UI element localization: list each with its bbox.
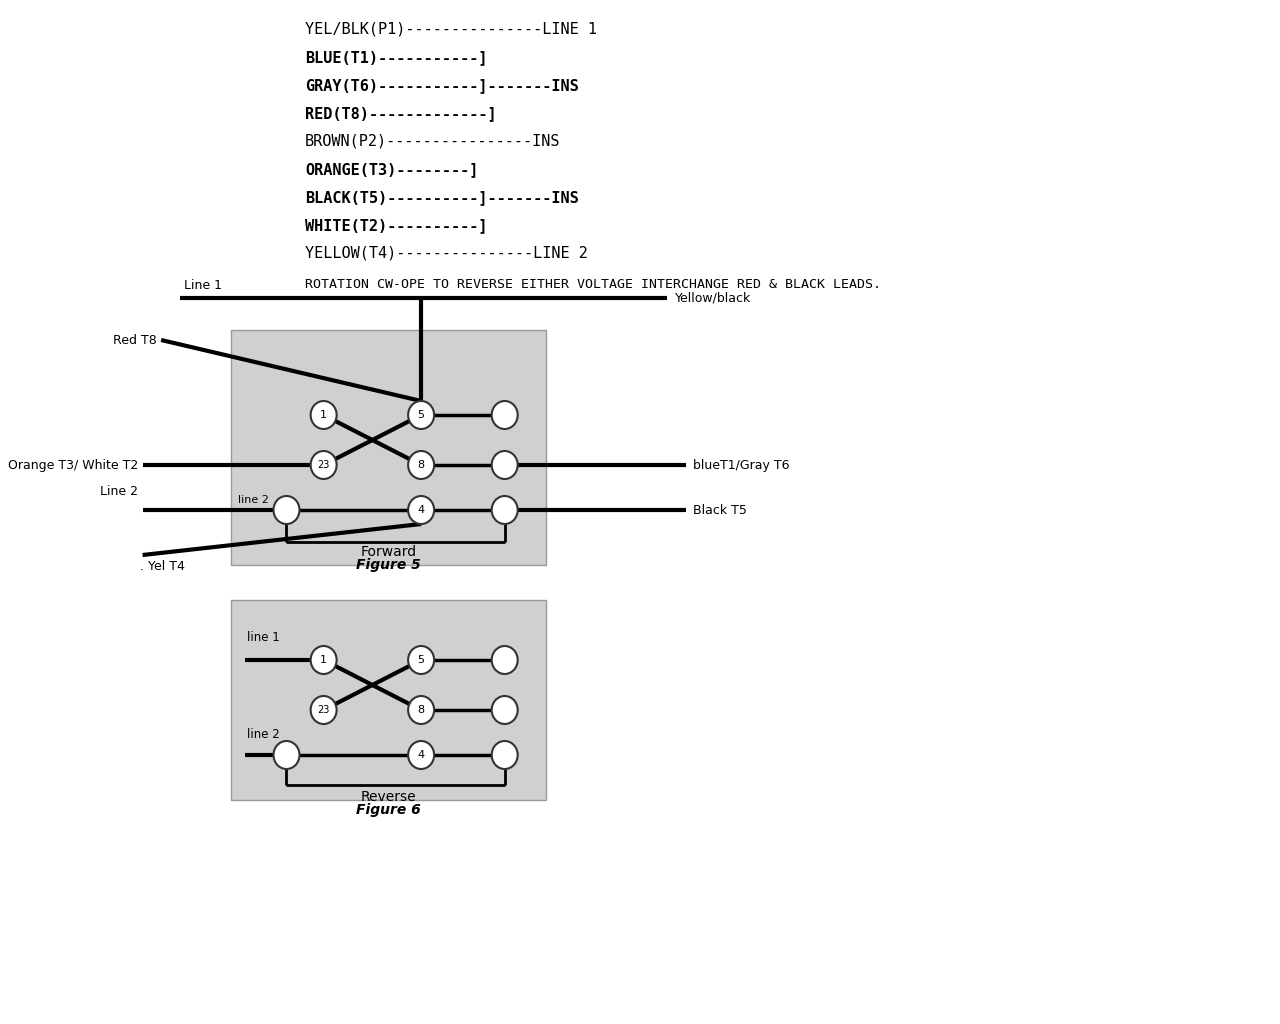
Circle shape xyxy=(408,696,434,724)
Text: Black T5: Black T5 xyxy=(694,504,748,516)
Text: line 2: line 2 xyxy=(238,495,269,505)
Text: 1: 1 xyxy=(320,655,328,665)
Text: 23: 23 xyxy=(317,705,330,715)
Text: Red T8: Red T8 xyxy=(113,334,156,346)
Text: Figure 5: Figure 5 xyxy=(356,558,421,572)
Text: GRAY(T6)-----------]-------INS: GRAY(T6)-----------]-------INS xyxy=(305,78,579,93)
Text: RED(T8)-------------]: RED(T8)-------------] xyxy=(305,106,497,121)
Circle shape xyxy=(492,401,517,429)
Text: 4: 4 xyxy=(417,750,425,760)
Circle shape xyxy=(408,741,434,769)
Text: . Yel T4: . Yel T4 xyxy=(140,560,184,573)
Text: Line 1: Line 1 xyxy=(184,279,223,292)
Bar xyxy=(230,330,547,565)
Circle shape xyxy=(311,696,337,724)
Text: Line 2: Line 2 xyxy=(100,485,138,498)
Circle shape xyxy=(408,401,434,429)
Circle shape xyxy=(492,741,517,769)
Text: 1: 1 xyxy=(320,410,328,420)
Text: line 1: line 1 xyxy=(247,631,280,644)
Bar xyxy=(230,600,547,800)
Text: line 2: line 2 xyxy=(247,728,280,741)
Circle shape xyxy=(492,496,517,524)
Text: ROTATION CW-OPE TO REVERSE EITHER VOLTAGE INTERCHANGE RED & BLACK LEADS.: ROTATION CW-OPE TO REVERSE EITHER VOLTAG… xyxy=(305,278,881,291)
Circle shape xyxy=(408,496,434,524)
Text: ORANGE(T3)--------]: ORANGE(T3)--------] xyxy=(305,162,479,177)
Text: 8: 8 xyxy=(417,705,425,715)
Text: 23: 23 xyxy=(317,460,330,470)
Text: Yellow/black: Yellow/black xyxy=(675,292,751,304)
Circle shape xyxy=(311,646,337,674)
Circle shape xyxy=(274,741,300,769)
Text: Forward: Forward xyxy=(361,545,417,559)
Circle shape xyxy=(492,646,517,674)
Circle shape xyxy=(492,696,517,724)
Circle shape xyxy=(408,646,434,674)
Text: BLACK(T5)----------]-------INS: BLACK(T5)----------]-------INS xyxy=(305,190,579,205)
Text: BROWN(P2)----------------INS: BROWN(P2)----------------INS xyxy=(305,134,561,150)
Text: Figure 6: Figure 6 xyxy=(356,803,421,817)
Text: 5: 5 xyxy=(417,410,425,420)
Circle shape xyxy=(274,496,300,524)
Text: WHITE(T2)----------]: WHITE(T2)----------] xyxy=(305,218,488,233)
Text: blueT1/Gray T6: blueT1/Gray T6 xyxy=(694,459,790,471)
Text: Orange T3/ White T2: Orange T3/ White T2 xyxy=(8,459,138,471)
Text: 4: 4 xyxy=(417,505,425,515)
Circle shape xyxy=(492,451,517,479)
Text: 8: 8 xyxy=(417,460,425,470)
Text: BLUE(T1)-----------]: BLUE(T1)-----------] xyxy=(305,50,488,65)
Text: YEL/BLK(P1)---------------LINE 1: YEL/BLK(P1)---------------LINE 1 xyxy=(305,22,596,37)
Text: Reverse: Reverse xyxy=(361,790,416,804)
Text: 5: 5 xyxy=(417,655,425,665)
Circle shape xyxy=(408,451,434,479)
Circle shape xyxy=(311,451,337,479)
Text: YELLOW(T4)---------------LINE 2: YELLOW(T4)---------------LINE 2 xyxy=(305,246,588,261)
Circle shape xyxy=(311,401,337,429)
